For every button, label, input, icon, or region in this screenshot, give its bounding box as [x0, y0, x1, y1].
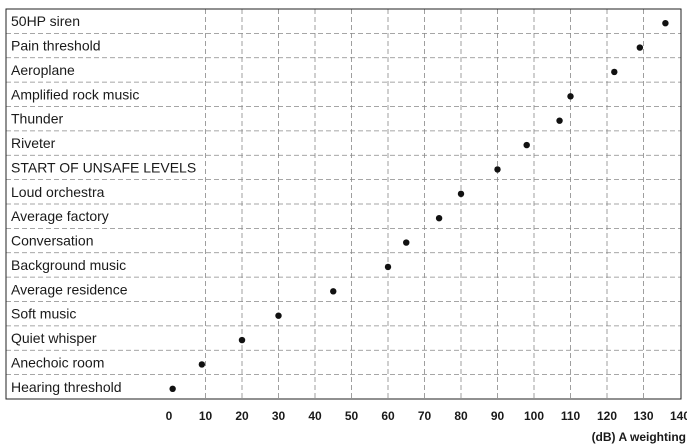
data-point — [239, 337, 245, 343]
category-label: Anechoic room — [11, 354, 104, 370]
data-point — [637, 44, 643, 50]
category-label: Background music — [11, 257, 126, 273]
x-tick-label: 110 — [561, 409, 581, 423]
x-tick-label: 120 — [597, 409, 617, 423]
data-point — [567, 93, 573, 99]
category-label: Soft music — [11, 306, 76, 322]
data-point — [199, 361, 205, 367]
x-tick-label: 100 — [524, 409, 544, 423]
category-label: Pain threshold — [11, 38, 101, 54]
data-point — [275, 312, 281, 318]
category-label: Aeroplane — [11, 62, 75, 78]
x-tick-label: 60 — [381, 409, 395, 423]
category-label: Amplified rock music — [11, 86, 139, 102]
category-label: Riveter — [11, 135, 56, 151]
category-label: Conversation — [11, 233, 94, 249]
x-tick-labels: 0 10 20 30 40 50 60 70 80 90 100 110 120 130 140 — [166, 409, 687, 423]
category-label: Hearing threshold — [11, 379, 122, 395]
x-tick-label: 70 — [418, 409, 432, 423]
data-points — [169, 20, 668, 392]
data-point — [403, 239, 409, 245]
category-label: Loud orchestra — [11, 184, 105, 200]
x-tick-label: 80 — [454, 409, 468, 423]
data-point — [330, 288, 336, 294]
horizontal-grid-lines — [6, 33, 681, 374]
category-label: Thunder — [11, 111, 63, 127]
category-label: START OF UNSAFE LEVELS — [11, 159, 196, 175]
x-tick-label: 20 — [235, 409, 249, 423]
data-point — [662, 20, 668, 26]
data-point — [611, 69, 617, 75]
category-label: Average residence — [11, 281, 128, 297]
x-tick-label: 90 — [491, 409, 505, 423]
x-tick-label: 10 — [199, 409, 213, 423]
x-tick-label: 130 — [633, 409, 653, 423]
data-point — [436, 215, 442, 221]
category-label: Average factory — [11, 208, 109, 224]
x-tick-label: 30 — [272, 409, 286, 423]
x-axis-title: (dB) A weighting — [592, 430, 686, 444]
data-point — [494, 166, 500, 172]
x-tick-label: 40 — [308, 409, 322, 423]
data-point — [524, 142, 530, 148]
data-point — [458, 191, 464, 197]
x-tick-label: 50 — [345, 409, 359, 423]
category-label: Quiet whisper — [11, 330, 97, 346]
x-tick-label: 140 — [670, 409, 687, 423]
category-label: 50HP siren — [11, 13, 80, 29]
data-point — [385, 264, 391, 270]
x-tick-label: 0 — [166, 409, 173, 423]
data-point — [556, 117, 562, 123]
data-point — [169, 386, 175, 392]
